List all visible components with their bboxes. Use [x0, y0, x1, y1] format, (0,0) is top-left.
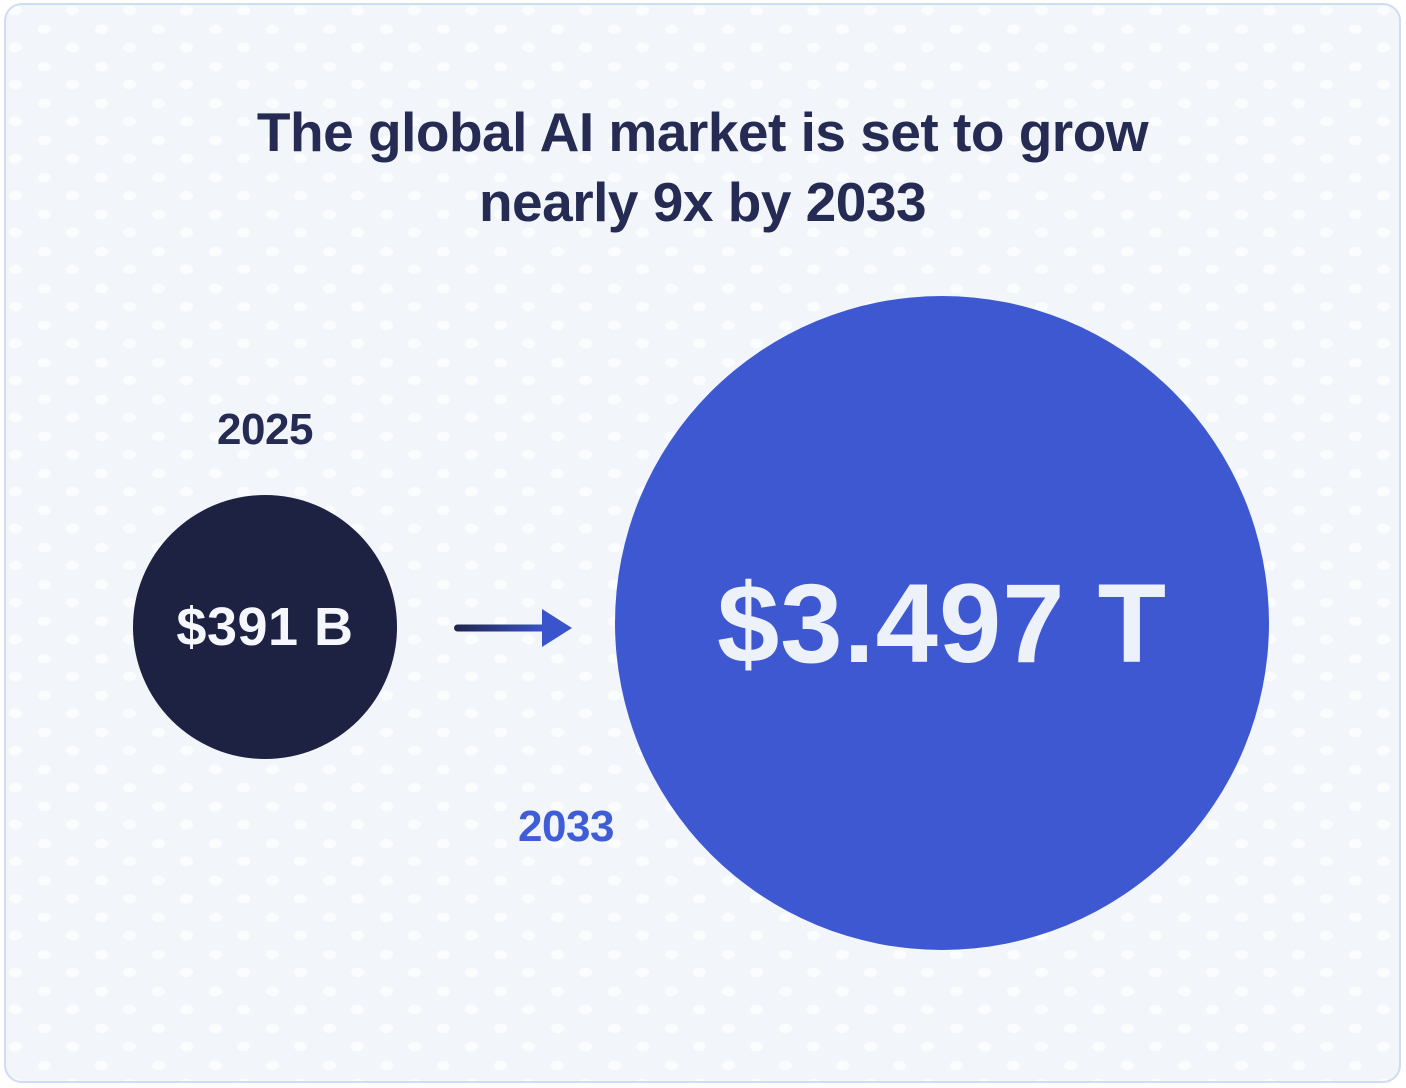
bubble-2025: $391 B — [133, 495, 397, 759]
year-label-2025: 2025 — [217, 405, 313, 454]
chart-title-line1: The global AI market is set to grow — [256, 101, 1149, 163]
chart-title-line2: nearly 9x by 2033 — [478, 171, 927, 233]
bubble-2033: $3.497 T — [615, 296, 1269, 950]
bubble-2033-value: $3.497 T — [716, 560, 1168, 686]
infographic-card: The global AI market is set to grow near… — [4, 3, 1401, 1083]
bubble-2025-value: $391 B — [176, 597, 354, 657]
chart-title: The global AI market is set to grow near… — [6, 97, 1399, 237]
growth-arrow-icon — [454, 609, 572, 647]
year-label-2033: 2033 — [518, 802, 614, 851]
